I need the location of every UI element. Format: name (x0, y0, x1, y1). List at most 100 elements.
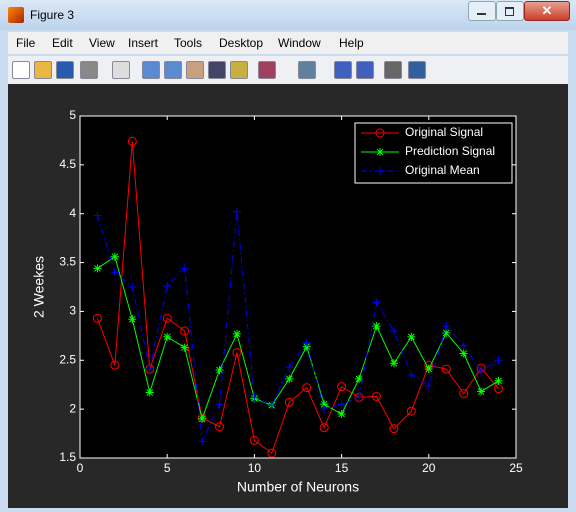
y-tick-label: 2.5 (59, 352, 76, 366)
toolbar-button[interactable] (384, 61, 402, 79)
maximize-button[interactable] (496, 1, 524, 21)
x-tick-label: 0 (77, 461, 84, 475)
marker (442, 322, 451, 331)
marker (337, 410, 346, 419)
marker (145, 365, 154, 374)
marker (267, 401, 276, 410)
y-tick-label: 3.5 (59, 255, 76, 269)
marker (459, 349, 468, 358)
legend-label: Original Mean (405, 163, 480, 177)
marker (163, 332, 172, 341)
menu-item[interactable]: Edit (52, 36, 73, 50)
toolbar-button[interactable] (56, 61, 74, 79)
toolbar (8, 55, 568, 84)
marker (389, 326, 398, 335)
marker (389, 424, 399, 434)
menu-item[interactable]: Insert (128, 36, 159, 50)
marker (198, 437, 207, 446)
toolbar-button[interactable] (230, 61, 248, 79)
marker (250, 393, 259, 402)
toolbar-button[interactable] (80, 61, 98, 79)
menu-item[interactable]: Window (278, 36, 321, 50)
close-button[interactable]: ✕ (524, 1, 570, 21)
marker (442, 328, 451, 337)
x-tick-label: 25 (509, 461, 523, 475)
marker (180, 264, 189, 273)
toolbar-button[interactable] (258, 61, 276, 79)
marker (337, 400, 346, 409)
marker (162, 313, 172, 323)
marker (459, 389, 469, 399)
marker (372, 322, 381, 331)
marker (285, 374, 294, 383)
series-line (97, 255, 499, 421)
y-tick-label: 1.5 (59, 450, 76, 464)
marker (424, 381, 433, 390)
y-tick-label: 2 (69, 401, 76, 415)
marker (371, 391, 381, 401)
marker (477, 367, 486, 376)
series-line (96, 211, 499, 444)
marker (355, 393, 364, 402)
marker (284, 397, 294, 407)
marker (128, 283, 137, 291)
marker (320, 400, 329, 409)
x-tick-label: 10 (248, 461, 262, 475)
y-tick-label: 4 (69, 206, 76, 220)
toolbar-button[interactable] (142, 61, 160, 79)
marker (302, 383, 312, 393)
marker (320, 405, 329, 414)
marker (459, 341, 468, 350)
toolbar-button[interactable] (112, 61, 130, 79)
menu-bar: File Edit View Insert Tools Desktop Window Help (8, 32, 568, 54)
marker (376, 148, 384, 156)
legend-label: Prediction Signal (405, 144, 495, 158)
toolbar-button[interactable] (408, 61, 426, 79)
marker (372, 298, 381, 307)
minimize-button[interactable] (468, 1, 496, 21)
marker (215, 400, 224, 409)
marker (110, 268, 119, 277)
marker (494, 356, 503, 365)
toolbar-button[interactable] (356, 61, 374, 79)
toolbar-button[interactable] (334, 61, 352, 79)
toolbar-button[interactable] (186, 61, 204, 79)
y-tick-label: 5 (69, 108, 76, 122)
marker (407, 332, 416, 341)
window-title: Figure 3 (30, 8, 75, 22)
menu-item[interactable]: Help (339, 36, 364, 50)
menu-item[interactable]: Desktop (219, 36, 264, 50)
marker (93, 264, 102, 273)
marker (215, 422, 225, 432)
toolbar-button[interactable] (208, 61, 226, 79)
marker (389, 359, 398, 368)
x-tick-label: 5 (164, 461, 171, 475)
marker (267, 448, 277, 458)
menu-item[interactable]: File (16, 36, 36, 50)
toolbar-button[interactable] (34, 61, 52, 79)
marker (93, 211, 102, 220)
marker (180, 326, 190, 336)
y-tick-label: 3 (69, 304, 76, 318)
menu-item[interactable]: View (89, 36, 115, 50)
x-tick-label: 15 (335, 461, 349, 475)
y-tick-label: 4.5 (59, 157, 76, 171)
marker (215, 366, 224, 375)
toolbar-button[interactable] (164, 61, 182, 79)
marker (110, 252, 119, 261)
x-tick-label: 20 (422, 461, 436, 475)
marker (337, 382, 347, 392)
menu-item[interactable]: Tools (174, 36, 203, 50)
marker (285, 363, 294, 372)
marker (375, 128, 385, 138)
marker (302, 338, 311, 347)
toolbar-button[interactable] (298, 61, 316, 79)
marker (407, 370, 416, 379)
marker (232, 329, 241, 338)
marker (319, 423, 329, 433)
marker (110, 360, 120, 370)
marker (376, 167, 384, 175)
marker (180, 343, 189, 352)
toolbar-button[interactable] (12, 61, 30, 79)
